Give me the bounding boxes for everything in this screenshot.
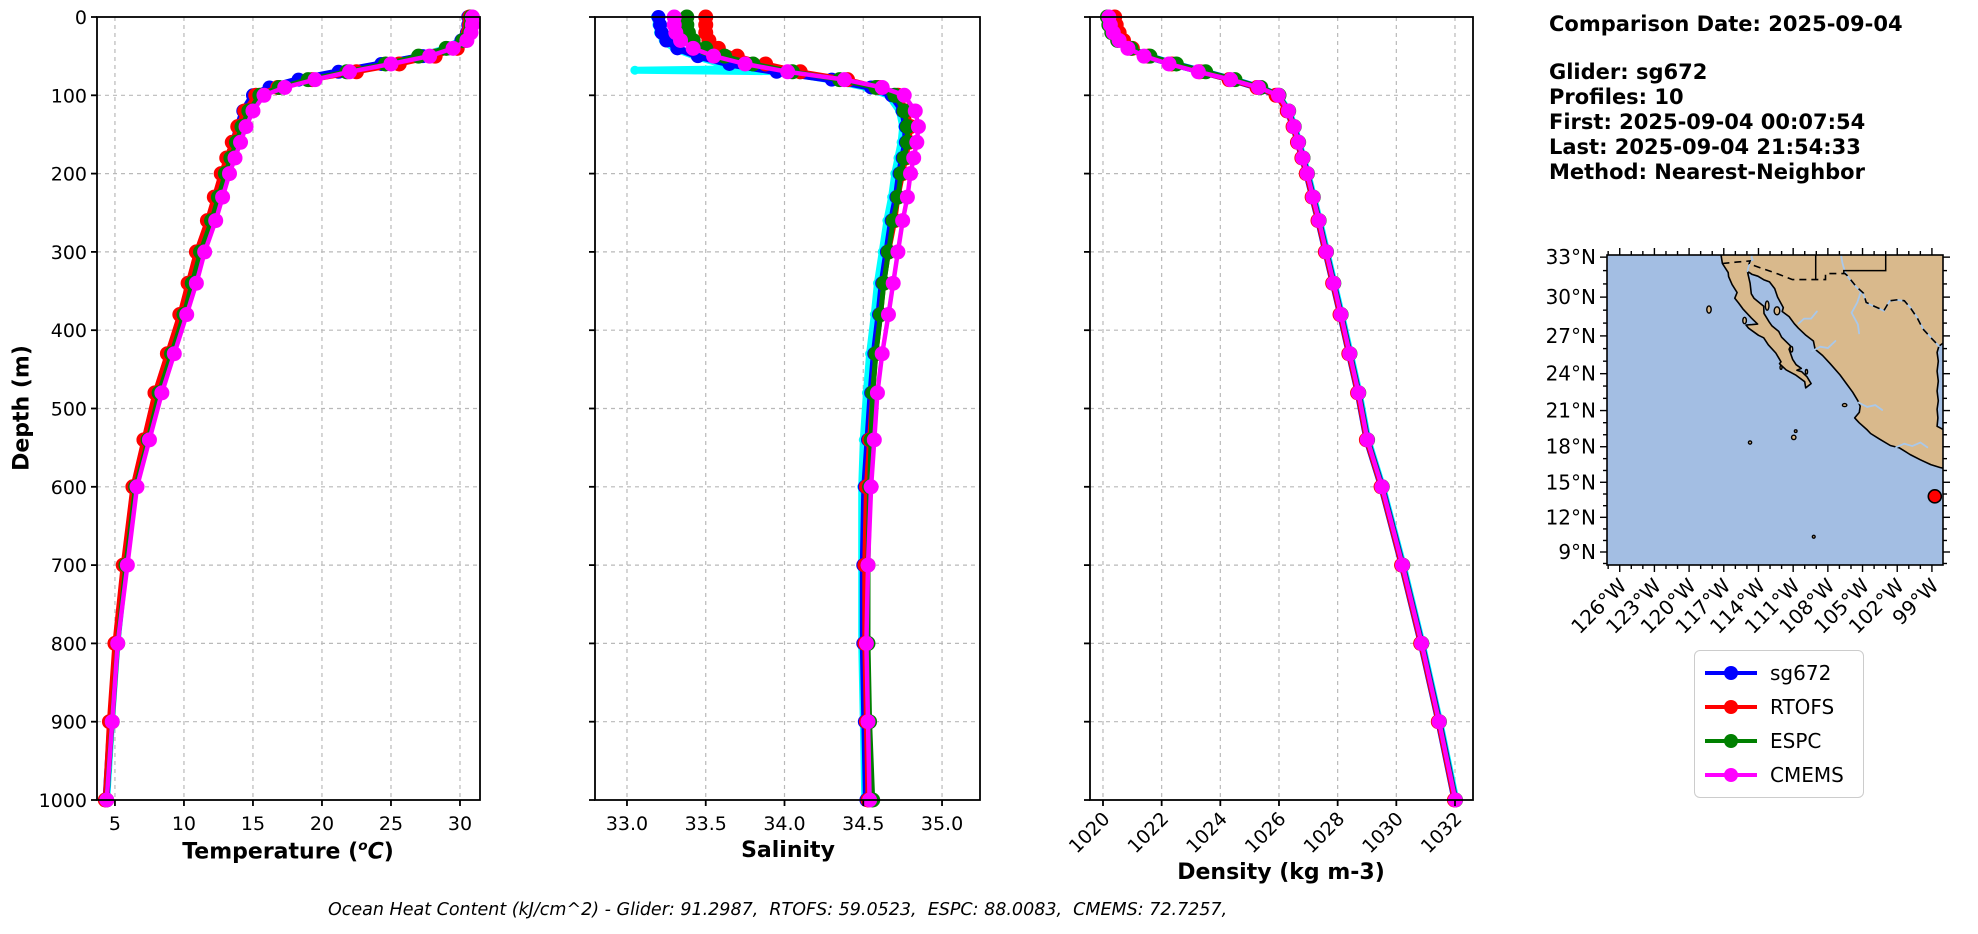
svg-text:12°N: 12°N xyxy=(1546,505,1596,529)
svg-text:33°N: 33°N xyxy=(1546,245,1596,269)
svg-text:900: 900 xyxy=(51,712,87,734)
svg-text:1032: 1032 xyxy=(1417,808,1467,858)
svg-text:30: 30 xyxy=(448,813,472,835)
ocean-heat-content-caption: Ocean Heat Content (kJ/cm^2) - Glider: 9… xyxy=(328,900,1228,920)
svg-text:15: 15 xyxy=(241,813,265,835)
svg-text:33.5: 33.5 xyxy=(685,813,727,835)
profiles-line: Profiles: 10 xyxy=(1549,85,1684,109)
svg-text:20: 20 xyxy=(310,813,334,835)
svg-text:35.0: 35.0 xyxy=(921,813,963,835)
first-time-line: First: 2025-09-04 00:07:54 xyxy=(1549,110,1866,134)
method-line: Method: Nearest-Neighbor xyxy=(1549,160,1865,184)
legend: sg672 RTOFS ESPC CMEMS xyxy=(1694,650,1864,798)
density-axis-label: Density (kg m-3) xyxy=(1177,860,1385,885)
legend-item-espc: ESPC xyxy=(1695,724,1863,758)
svg-text:300: 300 xyxy=(51,242,87,264)
salinity-axis-label: Salinity xyxy=(741,838,835,863)
svg-text:1030: 1030 xyxy=(1358,808,1408,858)
svg-text:5: 5 xyxy=(109,813,121,835)
legend-label: sg672 xyxy=(1770,661,1832,685)
svg-text:1024: 1024 xyxy=(1182,808,1232,858)
metadata-block: Comparison Date: 2025-09-04 Glider: sg67… xyxy=(1549,12,1903,185)
svg-text:34.0: 34.0 xyxy=(763,813,805,835)
glider-name-line: Glider: sg672 xyxy=(1549,60,1708,84)
svg-text:30°N: 30°N xyxy=(1546,285,1596,309)
legend-label: CMEMS xyxy=(1770,763,1844,787)
svg-text:15°N: 15°N xyxy=(1546,470,1596,494)
svg-text:27°N: 27°N xyxy=(1546,324,1596,348)
legend-item-rtofs: RTOFS xyxy=(1695,690,1863,724)
metadata-gap xyxy=(1549,37,1903,60)
svg-text:1020: 1020 xyxy=(1065,808,1115,858)
comparison-date: Comparison Date: 2025-09-04 xyxy=(1549,12,1903,36)
legend-item-cmems: CMEMS xyxy=(1695,758,1863,792)
svg-text:0: 0 xyxy=(75,7,87,29)
svg-text:700: 700 xyxy=(51,555,87,577)
svg-text:1026: 1026 xyxy=(1241,808,1291,858)
legend-line-marker-icon xyxy=(1705,768,1757,783)
svg-text:1000: 1000 xyxy=(39,790,87,812)
legend-label: RTOFS xyxy=(1770,695,1835,719)
svg-text:600: 600 xyxy=(51,477,87,499)
svg-text:1028: 1028 xyxy=(1299,808,1349,858)
depth-axis-label: Depth (m) xyxy=(9,345,35,471)
legend-line-marker-icon xyxy=(1705,666,1757,681)
legend-label: ESPC xyxy=(1770,729,1822,753)
svg-text:10: 10 xyxy=(172,813,196,835)
last-time-line: Last: 2025-09-04 21:54:33 xyxy=(1549,135,1861,159)
svg-text:400: 400 xyxy=(51,320,87,342)
svg-text:24°N: 24°N xyxy=(1546,362,1596,386)
svg-text:800: 800 xyxy=(51,633,87,655)
svg-text:9°N: 9°N xyxy=(1558,540,1596,564)
legend-line-marker-icon xyxy=(1705,734,1757,749)
svg-text:25: 25 xyxy=(379,813,403,835)
svg-text:200: 200 xyxy=(51,164,87,186)
legend-line-marker-icon xyxy=(1705,700,1757,715)
temperature-axis-label: Temperature (oC) xyxy=(182,838,394,865)
svg-text:1022: 1022 xyxy=(1123,808,1173,858)
svg-text:18°N: 18°N xyxy=(1546,435,1596,459)
svg-text:500: 500 xyxy=(51,399,87,421)
svg-text:21°N: 21°N xyxy=(1546,399,1596,423)
svg-text:33.0: 33.0 xyxy=(606,813,648,835)
svg-text:34.5: 34.5 xyxy=(842,813,884,835)
svg-text:100: 100 xyxy=(51,85,87,107)
legend-item-sg672: sg672 xyxy=(1695,656,1863,690)
